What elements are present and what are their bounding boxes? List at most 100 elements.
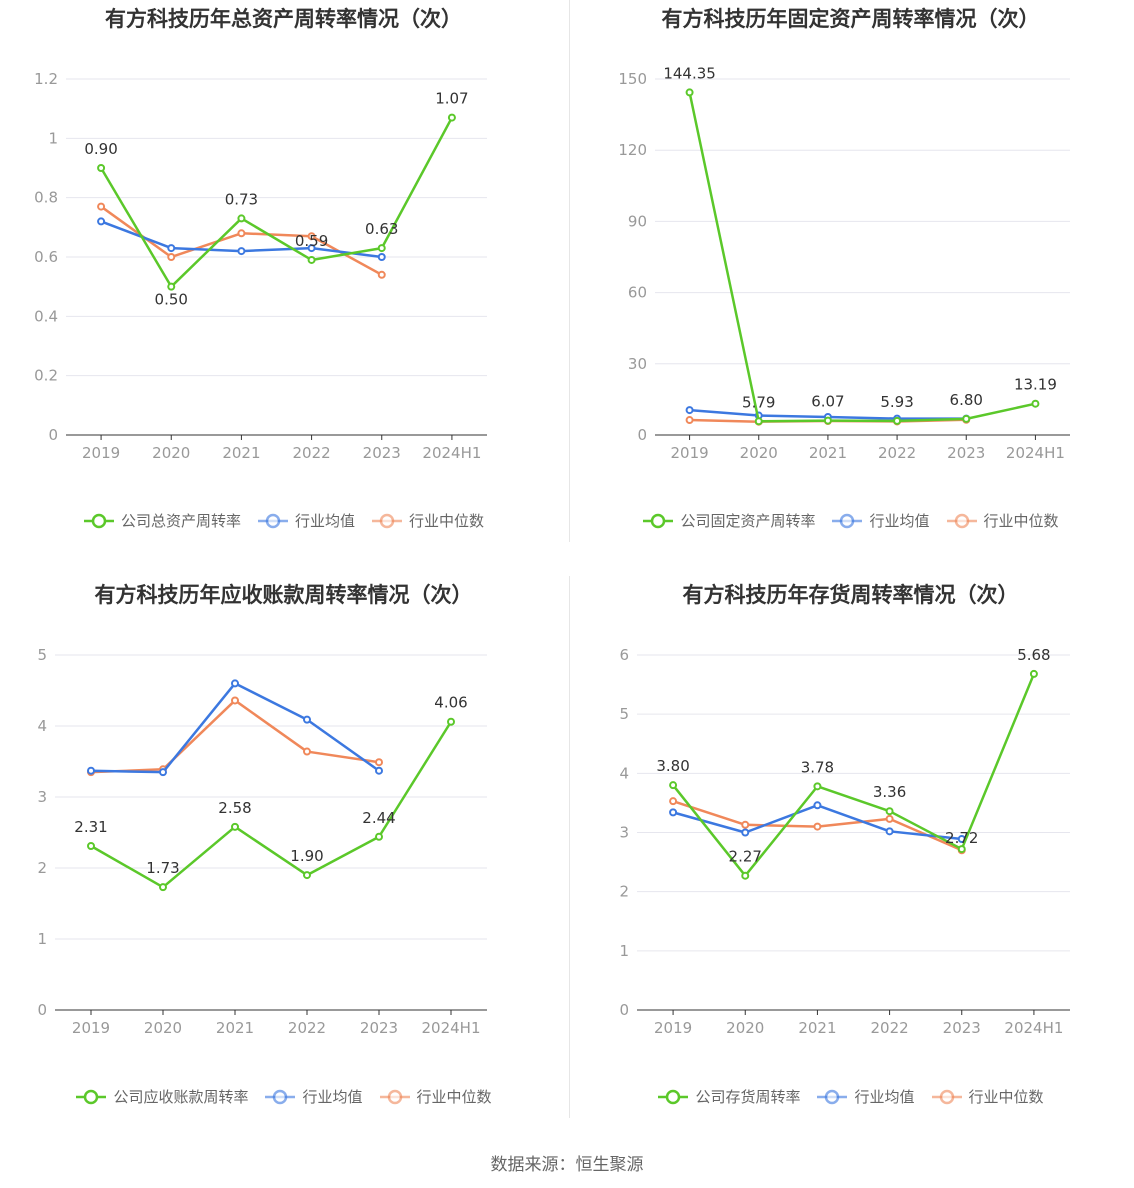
- data-point-company: [685, 88, 694, 97]
- data-point-median: [813, 822, 822, 831]
- x-tick-label: 2022: [878, 444, 916, 462]
- data-point-median: [377, 270, 386, 279]
- legend-marker-icon: [372, 513, 402, 528]
- x-tick-label: 2021: [798, 1019, 836, 1037]
- data-label: 1.07: [435, 90, 468, 108]
- x-tick-label: 2023: [943, 1019, 981, 1037]
- data-point-avg: [669, 808, 678, 817]
- series-line-company: [100, 116, 454, 288]
- data-label: 5.68: [1017, 646, 1050, 664]
- data-point-company: [754, 417, 763, 426]
- data-point-company: [1031, 399, 1040, 408]
- series-line-company: [672, 673, 1036, 877]
- series-line-company: [688, 92, 1036, 423]
- data-point-median: [885, 814, 894, 823]
- data-label: 2.27: [729, 848, 762, 866]
- chart-panel-fixed-asset-turnover: 有方科技历年固定资产周转率情况（次） 0 30 60 90 120 150 2019 2020…: [567, 0, 1134, 560]
- data-point-avg: [231, 679, 239, 688]
- data-point-avg: [685, 406, 694, 415]
- x-tick-label: 2019: [72, 1019, 110, 1037]
- y-tick-label: 2: [37, 859, 47, 877]
- data-label: 5.93: [880, 393, 913, 411]
- legend-item-company[interactable]: 公司应收账款周转率: [75, 1086, 248, 1107]
- data-point-company: [447, 113, 456, 122]
- data-point-median: [303, 747, 311, 756]
- legend-marker-icon: [817, 1089, 848, 1104]
- data-point-avg: [167, 244, 176, 253]
- x-tick-label: 2020: [740, 444, 778, 462]
- y-tick-label: 1: [37, 930, 47, 948]
- legend-item-avg[interactable]: 行业均值: [816, 1086, 915, 1107]
- data-label: 0.59: [295, 232, 328, 250]
- data-point-company: [375, 832, 383, 841]
- data-point-median: [97, 202, 106, 211]
- data-label: 6.80: [950, 391, 983, 409]
- data-label: 0.50: [155, 291, 188, 309]
- data-point-company: [813, 782, 822, 791]
- legend-item-median[interactable]: 行业中位数: [931, 1086, 1044, 1107]
- legend-label: 公司存货周转率: [695, 1088, 801, 1106]
- y-tick-label: 1.2: [34, 70, 58, 88]
- x-tick-label: 2019: [654, 1019, 692, 1037]
- data-point-company: [377, 244, 386, 253]
- x-tick-label: 2022: [288, 1019, 326, 1037]
- y-tick-label: 6: [619, 646, 629, 664]
- x-tick-label: 2023: [363, 444, 401, 462]
- y-tick-label: 90: [628, 212, 647, 230]
- legend-item-avg[interactable]: 行业均值: [831, 510, 930, 531]
- data-label: 0.73: [225, 190, 258, 208]
- y-tick-label: 150: [618, 70, 647, 88]
- data-point-avg: [813, 801, 822, 810]
- data-point-median: [685, 416, 694, 425]
- legend-item-median[interactable]: 行业中位数: [946, 510, 1059, 531]
- data-source-note: 数据来源：恒生聚源: [490, 1155, 644, 1175]
- data-label: 2.44: [362, 809, 395, 827]
- data-point-company: [669, 781, 678, 790]
- legend-marker-icon: [658, 1089, 689, 1104]
- legend-item-avg[interactable]: 行业均值: [264, 1086, 363, 1107]
- legend-label: 行业均值: [294, 512, 355, 530]
- data-point-company: [962, 414, 971, 423]
- chart-panel-receivables-turnover: 有方科技历年应收账款周转率情况（次） 0 1 2 3 4 5 2019 2020 2021 202…: [0, 576, 567, 1136]
- data-point-avg: [377, 253, 386, 261]
- legend-item-company[interactable]: 公司存货周转率: [657, 1086, 800, 1107]
- data-point-median: [741, 820, 750, 829]
- x-tick-label: 2019: [670, 444, 708, 462]
- y-tick-label: 5: [619, 705, 629, 723]
- data-label: 0.63: [365, 220, 398, 238]
- data-point-avg: [87, 766, 95, 775]
- x-tick-label: 2022: [292, 444, 330, 462]
- data-point-median: [375, 758, 383, 767]
- data-point-avg: [375, 766, 383, 775]
- legend-label: 行业中位数: [983, 512, 1059, 530]
- x-tick-label: 2023: [360, 1019, 398, 1037]
- legend-label: 行业均值: [302, 1088, 363, 1106]
- data-point-median: [237, 229, 246, 238]
- legend-label: 公司固定资产周转率: [680, 512, 816, 530]
- x-tick-label: 2021: [222, 444, 260, 462]
- legend-item-median[interactable]: 行业中位数: [371, 510, 484, 531]
- data-point-avg: [237, 247, 246, 256]
- data-point-avg: [307, 244, 316, 253]
- y-tick-label: 60: [628, 284, 647, 302]
- legend-item-median[interactable]: 行业中位数: [379, 1086, 492, 1107]
- data-point-company: [231, 822, 239, 831]
- data-point-company: [1029, 669, 1038, 678]
- legend-item-avg[interactable]: 行业均值: [257, 510, 355, 531]
- legend-label: 行业均值: [869, 512, 930, 530]
- data-point-company: [741, 871, 750, 880]
- legend-marker-icon: [83, 513, 114, 528]
- legend-item-company[interactable]: 公司总资产周转率: [83, 510, 241, 531]
- data-label: 1.73: [146, 859, 179, 877]
- y-tick-label: 5: [37, 646, 47, 664]
- chart-plot: 0 1 2 3 4 5 6 2019 2020 2021 2022 2023 2024H1 3.80 2.2…: [619, 646, 1070, 1037]
- y-tick-label: 3: [619, 824, 629, 842]
- x-tick-label: 2023: [947, 444, 985, 462]
- data-point-company: [447, 717, 455, 726]
- legend-marker-icon: [76, 1089, 107, 1104]
- data-point-avg: [303, 715, 311, 724]
- data-label: 144.35: [663, 64, 716, 82]
- data-label: 2.31: [74, 818, 107, 836]
- legend-item-company[interactable]: 公司固定资产周转率: [642, 510, 815, 531]
- y-tick-label: 0: [37, 1001, 47, 1019]
